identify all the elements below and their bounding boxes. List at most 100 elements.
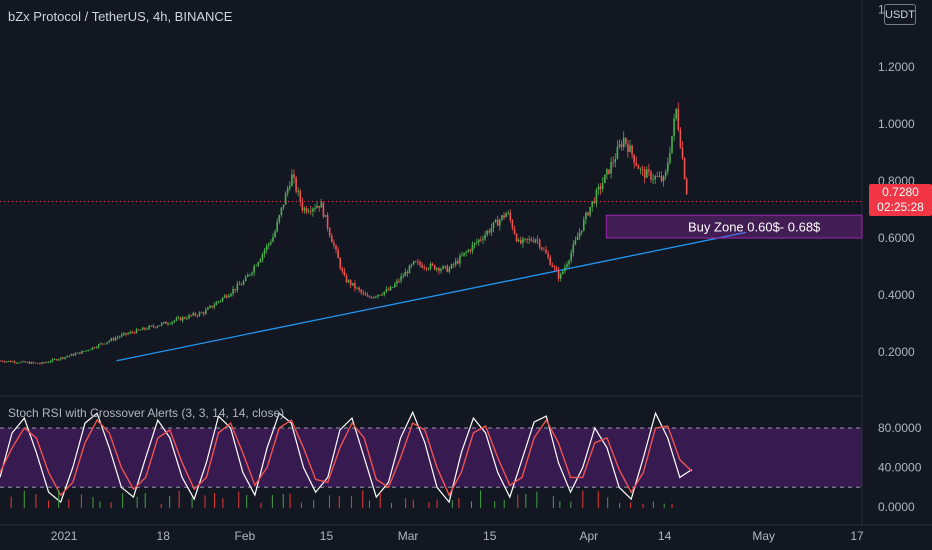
candle-body: [89, 349, 92, 351]
candle-body: [356, 287, 358, 289]
candle-body: [370, 297, 373, 299]
candle-body: [599, 186, 602, 189]
candle-body: [97, 344, 100, 348]
candle-body: [345, 275, 348, 283]
candle-body: [95, 347, 98, 349]
price-tick-label: 0.2000: [878, 345, 915, 359]
candle-body: [139, 329, 142, 331]
candle-body: [286, 188, 289, 194]
candle-body: [478, 239, 480, 243]
candle-body: [41, 362, 43, 364]
candle-body: [169, 323, 171, 325]
candle-body: [488, 230, 491, 233]
candle-body: [343, 271, 346, 276]
stoch-tick-label: 80.0000: [878, 421, 922, 435]
candle-body: [362, 292, 365, 294]
candle-body: [152, 325, 155, 327]
candles-group: [0, 102, 688, 365]
price-tick-label: 0.6000: [878, 231, 915, 245]
candle-body: [177, 317, 180, 319]
candle-body: [188, 315, 190, 319]
candle-body: [404, 271, 407, 277]
candle-body: [278, 215, 281, 222]
candle-body: [133, 332, 136, 334]
candle-body: [39, 363, 41, 365]
candle-body: [263, 250, 266, 254]
candle-body: [318, 205, 320, 208]
candle-body: [412, 261, 415, 265]
candle-body: [419, 262, 421, 265]
candle-body: [507, 212, 509, 214]
candle-body: [681, 147, 684, 159]
candle-body: [51, 359, 54, 362]
candle-body: [190, 315, 192, 317]
candle-body: [43, 362, 45, 364]
candle-body: [427, 268, 430, 270]
candle-body: [37, 362, 39, 364]
candle-body: [379, 294, 381, 296]
time-tick-label: Feb: [235, 529, 256, 543]
candle-body: [154, 326, 157, 328]
candle-body: [320, 202, 323, 208]
candle-body: [45, 362, 47, 364]
candle-body: [656, 176, 659, 177]
candle-body: [55, 359, 58, 361]
candle-body: [79, 352, 81, 354]
candle-body: [181, 317, 184, 321]
candle-body: [18, 362, 20, 364]
candle-body: [347, 280, 350, 283]
candle-body: [221, 297, 224, 301]
candle-body: [438, 268, 440, 271]
candle-body: [583, 219, 585, 231]
candle-body: [557, 270, 560, 279]
candle-body: [564, 266, 566, 272]
candle-body: [635, 162, 638, 166]
candle-body: [297, 191, 299, 192]
countdown-timer: 02:25:28: [877, 200, 924, 214]
candle-body: [383, 291, 386, 295]
candle-body: [125, 333, 127, 335]
candle-body: [553, 266, 556, 268]
candle-body: [589, 206, 591, 216]
candle-body: [465, 251, 467, 253]
candle-body: [650, 171, 652, 180]
candle-body: [173, 320, 176, 322]
candle-body: [58, 359, 60, 361]
candle-body: [207, 307, 209, 310]
candle-body: [505, 213, 507, 218]
candle-body: [144, 327, 146, 330]
candle-body: [121, 334, 123, 337]
candle-body: [66, 356, 68, 358]
candle-body: [612, 162, 614, 163]
candle-body: [186, 318, 188, 320]
candle-body: [490, 228, 493, 233]
candle-body: [137, 329, 140, 331]
candle-body: [385, 289, 388, 292]
candle-body: [463, 252, 465, 256]
currency-button[interactable]: USDT: [884, 4, 916, 25]
candle-body: [616, 146, 619, 159]
candle-body: [467, 249, 470, 252]
candle-body: [679, 129, 682, 148]
candle-body: [534, 239, 537, 243]
candle-body: [341, 268, 344, 272]
candle-body: [620, 144, 623, 148]
candle-body: [175, 318, 178, 321]
candle-body: [494, 219, 497, 223]
candle-body: [60, 357, 62, 360]
candle-body: [255, 265, 257, 267]
candle-body: [360, 289, 362, 293]
candle-body: [429, 263, 432, 269]
time-tick-label: Mar: [398, 529, 419, 543]
candle-body: [232, 288, 234, 294]
last-price-value: 0.7280: [882, 185, 919, 199]
candle-body: [469, 249, 472, 251]
candle-body: [131, 332, 134, 333]
candle-body: [410, 264, 413, 266]
candle-body: [562, 271, 564, 274]
candle-body: [123, 333, 125, 335]
candle-body: [513, 228, 516, 234]
candle-body: [354, 283, 356, 289]
candle-body: [440, 269, 442, 271]
